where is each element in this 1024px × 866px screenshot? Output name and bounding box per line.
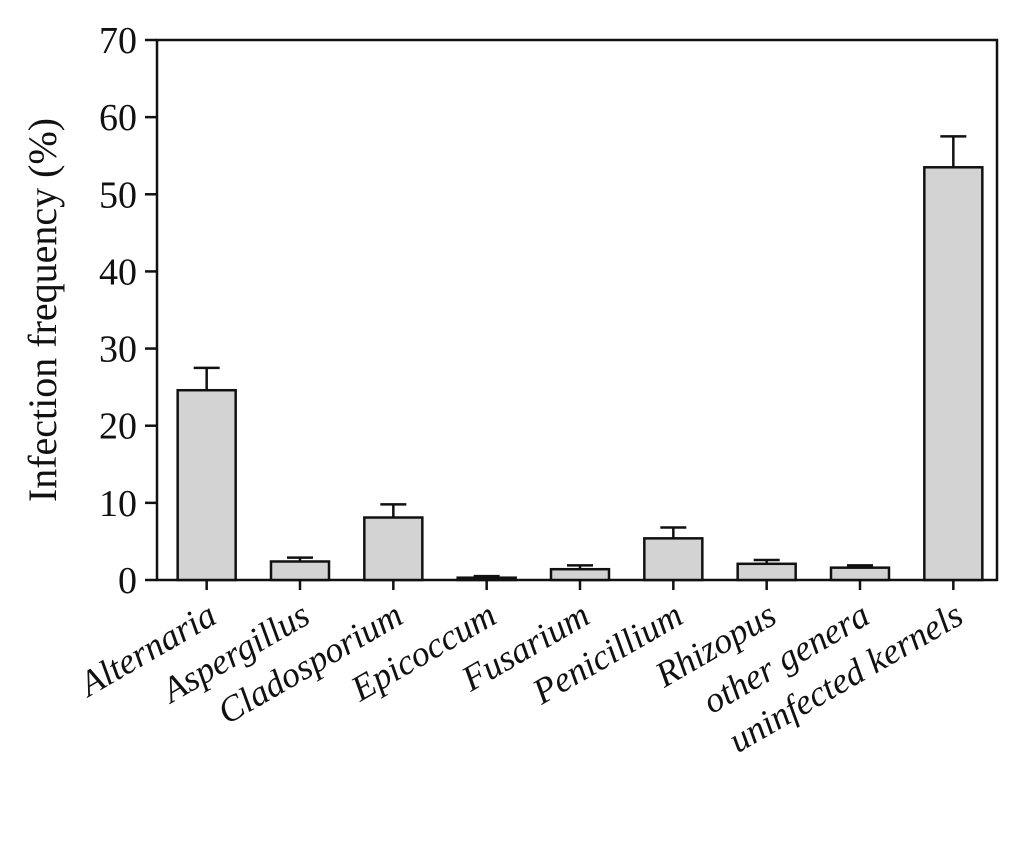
plot-area [155, 38, 999, 582]
bar [363, 516, 424, 582]
y-tick-label: 0 [118, 560, 137, 602]
y-tick-label: 10 [99, 483, 137, 525]
bar [176, 388, 237, 582]
y-tick-label: 70 [99, 20, 137, 62]
bar [269, 560, 331, 582]
y-axis: 0 10 20 30 40 50 60 70 [99, 20, 157, 602]
y-tick-label: 30 [99, 329, 137, 371]
bar [549, 567, 611, 582]
y-tick-label: 50 [99, 174, 137, 216]
y-tick-label: 40 [99, 251, 137, 293]
bars [176, 135, 984, 582]
bar [643, 537, 704, 582]
bar [456, 576, 517, 582]
bar [736, 562, 797, 582]
bar [923, 166, 984, 582]
y-tick-label: 60 [99, 97, 137, 139]
x-axis: AlternariaAspergillusCladosporiumEpicocc… [71, 580, 969, 760]
y-axis-label: Infection frequency (%) [20, 118, 65, 502]
plot-frame-border [155, 38, 999, 582]
y-tick-label: 20 [99, 406, 137, 448]
bar [829, 566, 891, 582]
